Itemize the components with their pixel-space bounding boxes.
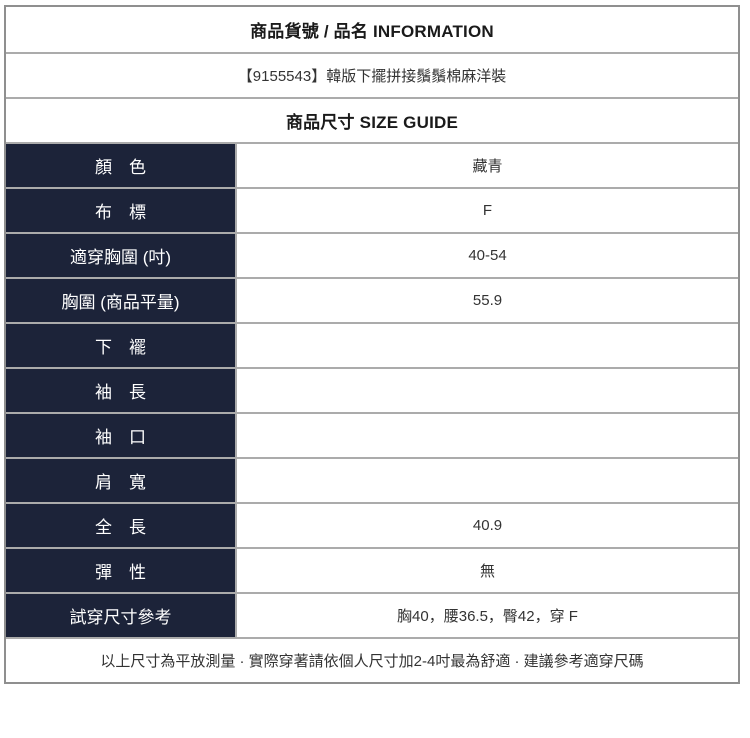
spec-row-fit-bust: 適穿胸圍 (吋) 40-54 [6,232,738,277]
spec-row-fitting-reference: 試穿尺寸參考 胸40，腰36.5，臀42，穿 F [6,592,738,637]
spec-value: 40-54 [468,247,507,264]
spec-label: 肩 寬 [6,459,237,502]
spec-label: 袖 長 [6,369,237,412]
measurement-note-row: 以上尺寸為平放測量 · 實際穿著請依個人尺寸加2-4吋最為舒適 · 建議參考適穿… [6,637,738,682]
product-info-table: 商品貨號 / 品名 INFORMATION 【9155543】韓版下擺拼接鬚鬚棉… [4,5,740,684]
spec-label: 胸圍 (商品平量) [6,279,237,322]
spec-value: 無 [479,563,495,580]
spec-label: 袖 口 [6,414,237,457]
spec-value [237,369,738,412]
spec-value: 55.9 [472,292,503,309]
spec-row-stretch: 彈 性 無 [6,547,738,592]
spec-label: 顏 色 [6,144,237,187]
spec-label: 試穿尺寸參考 [6,594,237,637]
size-guide-title: 商品尺寸 SIZE GUIDE [285,113,459,132]
spec-label: 彈 性 [6,549,237,592]
spec-row-shoulder: 肩 寬 [6,457,738,502]
spec-value [237,414,738,457]
spec-row-fabric-label: 布 標 F [6,187,738,232]
spec-value: 藏青 [472,158,503,175]
measurement-note: 以上尺寸為平放測量 · 實際穿著請依個人尺寸加2-4吋最為舒適 · 建議參考適穿… [100,653,644,670]
spec-row-sleeve-length: 袖 長 [6,367,738,412]
spec-label: 下 襬 [6,324,237,367]
product-name: 【9155543】韓版下擺拼接鬚鬚棉麻洋裝 [237,68,507,85]
spec-label: 適穿胸圍 (吋) [6,234,237,277]
spec-row-hem: 下 襬 [6,322,738,367]
product-name-row: 【9155543】韓版下擺拼接鬚鬚棉麻洋裝 [6,52,738,97]
spec-value: F [482,202,493,219]
spec-row-bust: 胸圍 (商品平量) 55.9 [6,277,738,322]
spec-value: 40.9 [472,517,503,534]
spec-value: 胸40，腰36.5，臀42，穿 F [397,608,578,625]
info-header-title: 商品貨號 / 品名 INFORMATION [250,22,494,41]
size-guide-header-row: 商品尺寸 SIZE GUIDE [6,97,738,142]
spec-row-color: 顏 色 藏青 [6,142,738,187]
spec-label: 全 長 [6,504,237,547]
spec-value [237,324,738,367]
info-header-row: 商品貨號 / 品名 INFORMATION [6,7,738,52]
spec-label: 布 標 [6,189,237,232]
spec-row-cuff: 袖 口 [6,412,738,457]
spec-row-total-length: 全 長 40.9 [6,502,738,547]
spec-value [237,459,738,502]
